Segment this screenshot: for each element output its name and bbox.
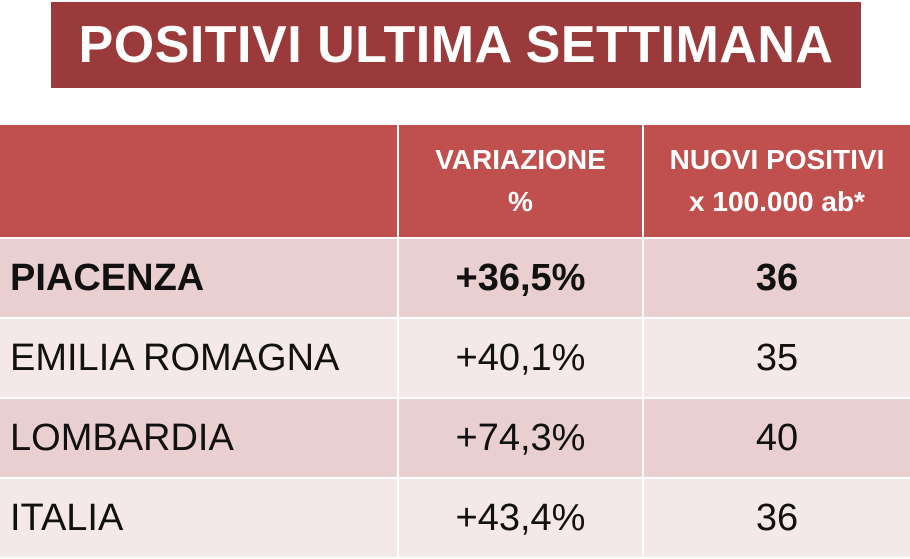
row-new-positives: 40 bbox=[643, 398, 910, 479]
row-name: LOMBARDIA bbox=[0, 398, 399, 479]
header-new-line2: x 100.000 ab* bbox=[689, 186, 865, 217]
header-cell-name bbox=[0, 125, 399, 239]
title-banner: POSITIVI ULTIMA SETTIMANA bbox=[51, 2, 861, 88]
row-variation: +43,4% bbox=[398, 478, 644, 559]
header-variation-line1: VARIAZIONE bbox=[435, 144, 606, 175]
row-variation: +40,1% bbox=[398, 318, 644, 399]
header-new-line1: NUOVI POSITIVI bbox=[669, 144, 885, 175]
header-cell-new-positives: NUOVI POSITIVI x 100.000 ab* bbox=[643, 125, 910, 239]
table-row: PIACENZA +36,5% 36 bbox=[0, 238, 910, 319]
page-title: POSITIVI ULTIMA SETTIMANA bbox=[78, 16, 834, 74]
table-header-row: VARIAZIONE % NUOVI POSITIVI x 100.000 ab… bbox=[0, 125, 910, 239]
header-variation-line2: % bbox=[508, 186, 533, 217]
positives-table: VARIAZIONE % NUOVI POSITIVI x 100.000 ab… bbox=[0, 125, 910, 559]
row-new-positives: 36 bbox=[643, 238, 910, 319]
row-new-positives: 36 bbox=[643, 478, 910, 559]
row-name: PIACENZA bbox=[0, 238, 399, 319]
row-name: EMILIA ROMAGNA bbox=[0, 318, 399, 399]
row-variation: +36,5% bbox=[398, 238, 644, 319]
row-new-positives: 35 bbox=[643, 318, 910, 399]
table-row: EMILIA ROMAGNA +40,1% 35 bbox=[0, 318, 910, 399]
row-name: ITALIA bbox=[0, 478, 399, 559]
table-row: LOMBARDIA +74,3% 40 bbox=[0, 398, 910, 479]
header-cell-variation: VARIAZIONE % bbox=[398, 125, 644, 239]
table-row: ITALIA +43,4% 36 bbox=[0, 478, 910, 559]
row-variation: +74,3% bbox=[398, 398, 644, 479]
